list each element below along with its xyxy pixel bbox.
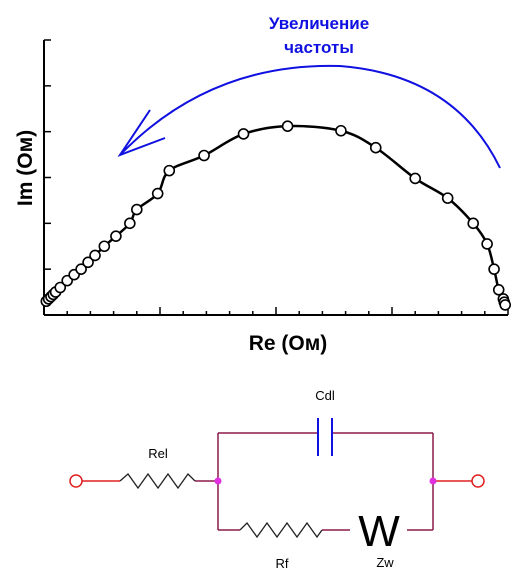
data-point [335,124,347,137]
data-point [151,187,164,200]
rel-label: Rel [148,446,168,461]
rel-resistor [119,472,196,490]
x-axis-title: Re (Ом) [249,332,328,355]
left-node [214,477,222,485]
data-point [492,283,505,296]
right-terminal [471,474,485,488]
nyquist-chart: Увеличение частоты Re (Ом) Im (Ом) [14,14,512,355]
data-point [369,141,382,154]
fit-curve-line [45,124,507,306]
warburg-symbol: W [358,507,400,556]
data-point [281,120,294,132]
data-point [441,192,454,204]
data-points [40,120,512,311]
frequency-arrow [119,64,501,169]
right-node [429,477,437,485]
y-axis-title: Im (Ом) [14,130,37,206]
data-point [198,149,210,162]
data-point [75,263,87,275]
data-point [481,238,493,250]
frequency-arrowhead [117,109,166,158]
left-terminal [69,474,83,488]
rf-resistor [239,521,323,539]
data-point [499,299,512,311]
chart-axes [43,39,509,316]
data-point [89,249,101,262]
annotation-line1: Увеличение [269,14,369,33]
data-point [237,128,250,140]
annotation-line2: частоты [284,38,354,57]
data-point [124,217,136,230]
data-point [82,256,94,269]
cdl-label: Cdl [315,388,335,403]
rf-label: Rf [276,556,289,571]
data-point [131,203,143,216]
data-point [110,230,122,242]
data-point [163,164,176,177]
fit-curve [45,124,507,306]
data-point [488,263,500,275]
data-point [54,281,67,294]
circuit-wires [82,432,472,531]
zw-label: Zw [376,555,394,570]
equivalent-circuit: W Cdl Rel Rf Zw [69,388,485,571]
data-point [409,172,422,185]
data-point [98,240,111,253]
data-point [467,217,480,230]
